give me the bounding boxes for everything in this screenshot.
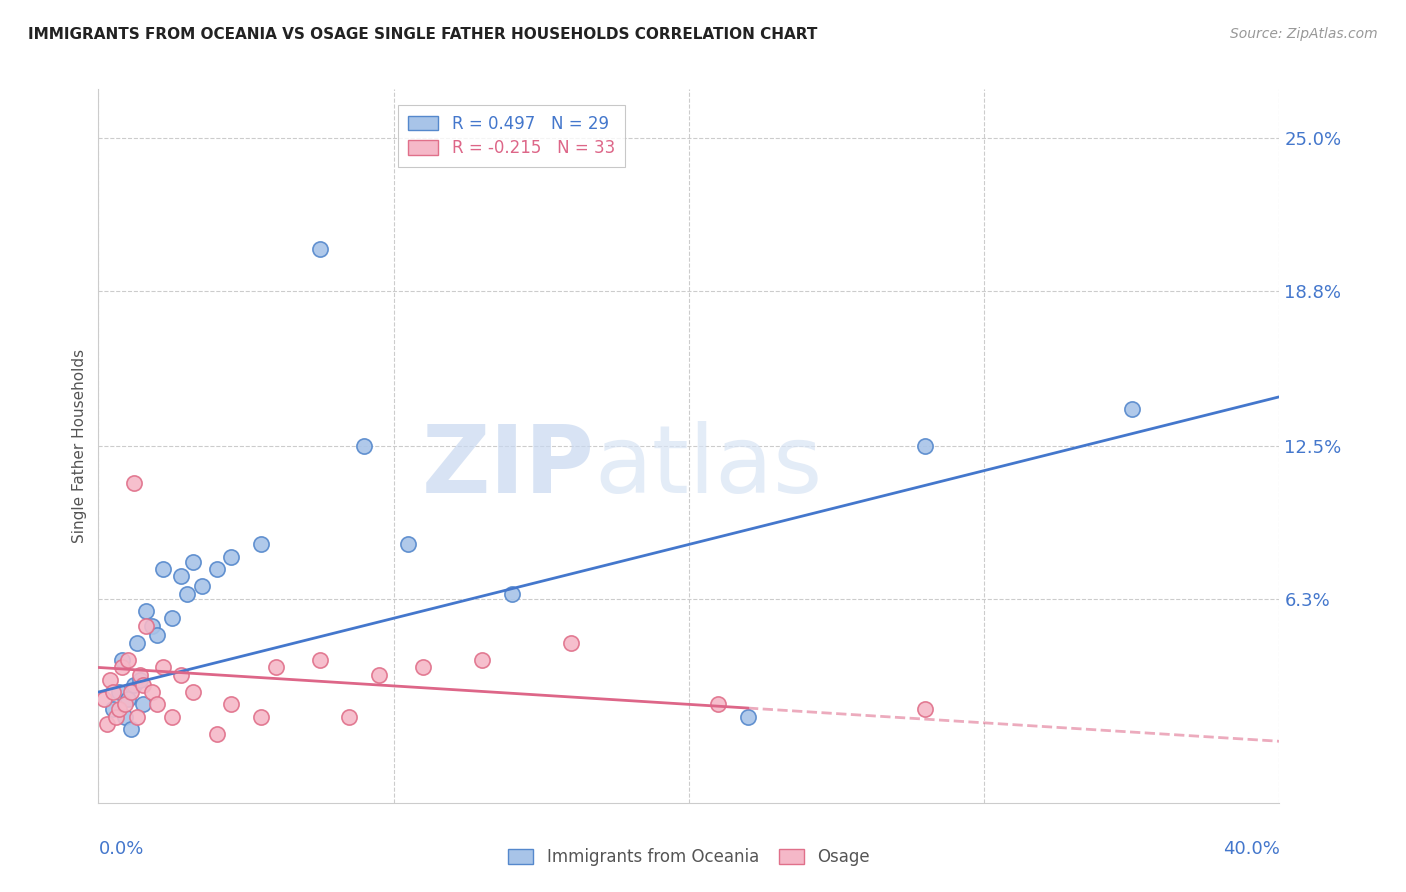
Point	[146, 698, 169, 712]
Point	[132, 678, 155, 692]
Point	[111, 653, 134, 667]
Point	[560, 636, 582, 650]
Y-axis label: Single Father Households: Single Father Households	[72, 349, 87, 543]
Point	[250, 709, 273, 723]
Point	[412, 660, 434, 674]
Point	[103, 685, 125, 699]
Point	[368, 668, 391, 682]
Text: 0.0%: 0.0%	[98, 839, 143, 858]
Point	[914, 439, 936, 453]
Point	[221, 549, 243, 564]
Point	[128, 673, 150, 687]
Point	[103, 702, 125, 716]
Point	[737, 709, 759, 723]
Point	[309, 242, 332, 256]
Point	[162, 709, 183, 723]
Point	[501, 587, 523, 601]
Point	[152, 562, 174, 576]
Text: ZIP: ZIP	[422, 421, 595, 514]
Text: IMMIGRANTS FROM OCEANIA VS OSAGE SINGLE FATHER HOUSEHOLDS CORRELATION CHART: IMMIGRANTS FROM OCEANIA VS OSAGE SINGLE …	[28, 27, 817, 42]
Point	[128, 668, 150, 682]
Point	[471, 653, 494, 667]
Point	[707, 698, 730, 712]
Point	[108, 685, 131, 699]
Point	[176, 587, 198, 601]
Point	[250, 537, 273, 551]
Point	[309, 653, 332, 667]
Point	[93, 692, 115, 706]
Point	[181, 555, 204, 569]
Point	[221, 698, 243, 712]
Point	[122, 475, 145, 490]
Text: 40.0%: 40.0%	[1223, 839, 1279, 858]
Point	[205, 727, 228, 741]
Point	[105, 709, 128, 723]
Point	[111, 660, 134, 674]
Point	[114, 709, 136, 723]
Point	[396, 537, 419, 551]
Point	[122, 678, 145, 692]
Point	[120, 685, 142, 699]
Point	[1121, 402, 1143, 417]
Point	[205, 562, 228, 576]
Point	[162, 611, 183, 625]
Point	[141, 618, 163, 632]
Legend: Immigrants from Oceania, Osage: Immigrants from Oceania, Osage	[502, 842, 876, 873]
Point	[117, 692, 139, 706]
Point	[96, 717, 118, 731]
Point	[181, 685, 204, 699]
Point	[152, 660, 174, 674]
Point	[98, 673, 121, 687]
Point	[146, 628, 169, 642]
Point	[135, 604, 157, 618]
Text: atlas: atlas	[595, 421, 823, 514]
Point	[117, 653, 139, 667]
Point	[125, 636, 148, 650]
Point	[141, 685, 163, 699]
Point	[114, 698, 136, 712]
Point	[191, 579, 214, 593]
Point	[170, 569, 193, 583]
Point	[108, 702, 131, 716]
Text: Source: ZipAtlas.com: Source: ZipAtlas.com	[1230, 27, 1378, 41]
Point	[353, 439, 375, 453]
Point	[170, 668, 193, 682]
Point	[120, 722, 142, 736]
Point	[125, 709, 148, 723]
Point	[135, 618, 157, 632]
Point	[264, 660, 287, 674]
Point	[339, 709, 360, 723]
Point	[132, 698, 155, 712]
Point	[914, 702, 936, 716]
